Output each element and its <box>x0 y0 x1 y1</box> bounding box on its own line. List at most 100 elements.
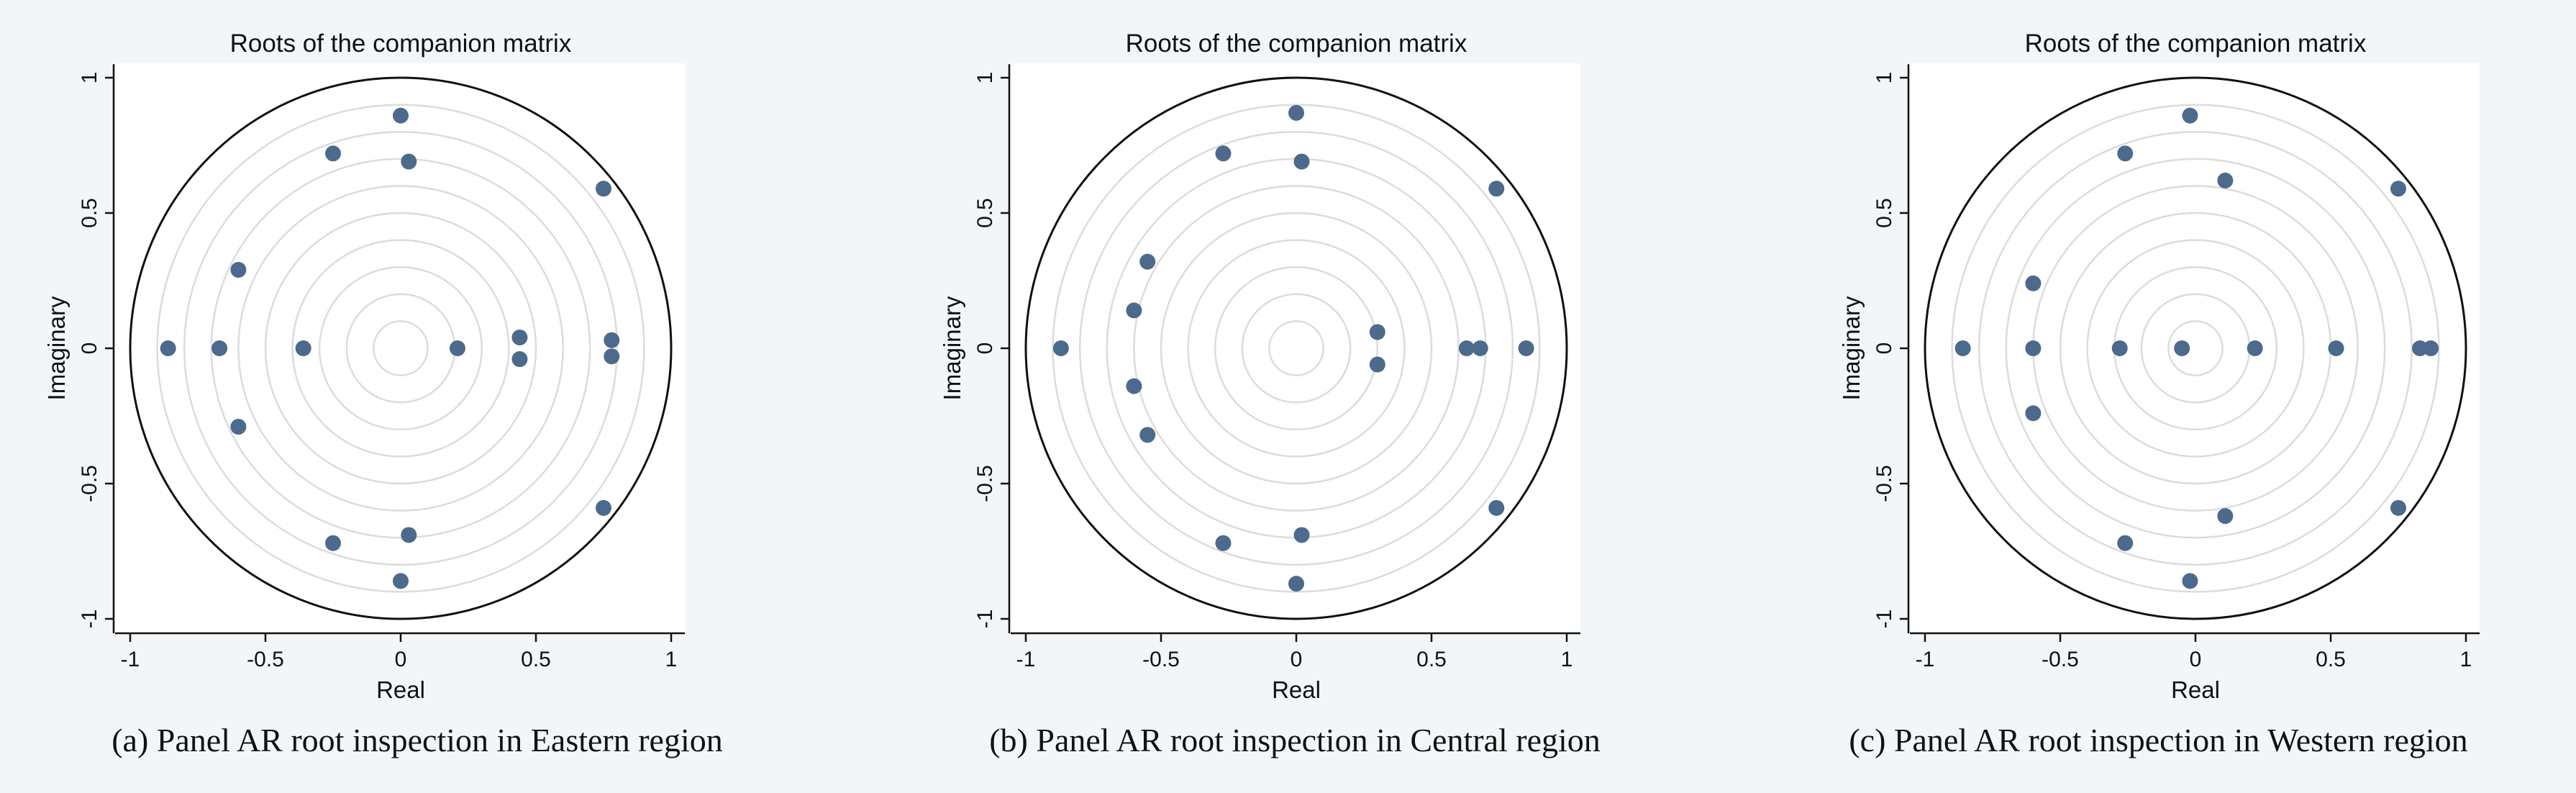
x-tick-label: 0 <box>2190 648 2202 671</box>
figure-caption: (a) Panel AR root inspection in Eastern … <box>111 722 723 758</box>
grid-circle <box>1052 104 1541 593</box>
root-point <box>2217 172 2234 189</box>
chart-eastern: -1 -0.5 0 0.5 1 -1 -0.5 0 0.5 1 Roots of the comp… <box>0 0 834 720</box>
grid-circle <box>210 158 591 539</box>
root-point <box>596 181 611 197</box>
grid-circle <box>1977 130 2413 566</box>
grid-circle <box>291 239 510 458</box>
root-point <box>1215 535 1232 551</box>
grid-circle <box>2167 320 2224 376</box>
unit-circle <box>1024 76 1568 620</box>
y-tick-label: 0.5 <box>973 198 997 228</box>
y-axis-label: Imaginary <box>939 296 965 400</box>
root-point <box>325 145 341 162</box>
root-point <box>325 535 341 551</box>
y-tick-label: -0.5 <box>1872 465 1896 502</box>
grid-circle <box>1214 266 1379 431</box>
root-point <box>2217 508 2234 525</box>
root-point <box>1472 340 1488 356</box>
root-point <box>449 340 465 356</box>
y-tick-label: 0.5 <box>78 198 101 228</box>
root-point <box>1288 576 1304 592</box>
y-axis-label: Imaginary <box>43 296 70 400</box>
root-point <box>2182 107 2198 124</box>
plot-region <box>1011 63 1580 633</box>
x-tick-label: -1 <box>121 648 140 671</box>
chart-title: Roots of the companion matrix <box>1126 30 1467 58</box>
grid-circle <box>373 320 429 376</box>
grid-circle <box>1133 185 1460 512</box>
grid-circle <box>1241 293 1352 404</box>
y-tick-label: -1 <box>1872 610 1896 629</box>
root-point <box>2025 405 2042 422</box>
root-point <box>1052 340 1069 356</box>
x-axis-label: Real <box>2171 676 2220 703</box>
y-tick-label: -1 <box>973 610 997 629</box>
root-point <box>2390 499 2406 516</box>
root-point <box>1126 378 1142 394</box>
y-tick-label: 1 <box>1872 72 1896 84</box>
y-tick-label: -0.5 <box>78 465 101 502</box>
y-tick-label: -1 <box>78 610 101 629</box>
grid-circle <box>1187 239 1406 458</box>
root-point <box>1126 302 1142 319</box>
x-tick-label: 1 <box>665 648 678 671</box>
x-tick-label: 0.5 <box>1416 648 1447 671</box>
x-tick-label: 0 <box>1291 648 1303 671</box>
root-point <box>604 348 620 365</box>
grid-circle <box>183 130 619 566</box>
root-point <box>2247 340 2263 356</box>
root-point <box>1518 340 1534 356</box>
y-tick-label: 0 <box>1872 343 1896 355</box>
root-point <box>2423 340 2439 356</box>
chart-central: -1 -0.5 0 0.5 1 -1 -0.5 0 0.5 1 Roots of the comp… <box>863 0 1726 720</box>
root-point <box>1288 104 1304 121</box>
grid-circle <box>2086 239 2305 458</box>
x-tick-label: 1 <box>1561 648 1573 671</box>
root-point <box>230 261 247 278</box>
x-tick-label: 0.5 <box>2316 648 2346 671</box>
y-tick-label: -0.5 <box>973 465 997 502</box>
unit-circle <box>1924 76 2467 620</box>
root-point <box>596 499 611 516</box>
root-point <box>2412 340 2429 356</box>
grid-circle <box>318 266 483 431</box>
root-point <box>1139 253 1156 270</box>
y-tick-label: 1 <box>78 72 101 84</box>
grid-circle <box>237 185 564 512</box>
y-axis-label: Imaginary <box>1838 296 1865 400</box>
root-point <box>2025 340 2042 356</box>
y-tick-label: 1 <box>973 72 997 84</box>
chart-title: Roots of the companion matrix <box>2025 30 2367 58</box>
grid-circle <box>2005 158 2386 539</box>
root-point <box>1458 340 1475 356</box>
grid-circle <box>1268 320 1324 376</box>
panel-central: -1 -0.5 0 0.5 1 -1 -0.5 0 0.5 1 Roots of the comp… <box>863 0 1726 793</box>
x-axis-label: Real <box>1272 676 1321 703</box>
root-point <box>2390 181 2406 197</box>
grid-circle <box>1160 212 1433 485</box>
root-point <box>2117 535 2134 551</box>
root-point <box>2182 573 2198 589</box>
root-point <box>2117 145 2134 162</box>
unit-circle <box>129 76 673 620</box>
plot-region <box>1910 63 2480 633</box>
x-tick-label: 0.5 <box>521 648 551 671</box>
root-point <box>401 153 417 170</box>
x-tick-label: -0.5 <box>1142 648 1180 671</box>
root-point <box>1369 356 1385 373</box>
chart-western: -1 -0.5 0 0.5 1 -1 -0.5 0 0.5 1 Roots of the comp… <box>1741 0 2576 720</box>
x-axis-label: Real <box>376 676 425 703</box>
root-point <box>604 332 620 348</box>
grid-circle <box>1078 130 1514 566</box>
chart-title: Roots of the companion matrix <box>230 30 572 58</box>
panel-western: -1 -0.5 0 0.5 1 -1 -0.5 0 0.5 1 Roots of the comp… <box>1741 0 2576 793</box>
x-tick-label: -1 <box>1016 648 1036 671</box>
root-point <box>2111 340 2128 356</box>
root-point <box>511 351 528 368</box>
root-point <box>211 340 228 356</box>
grid-circle <box>156 104 645 593</box>
root-point <box>393 573 409 589</box>
root-point <box>1293 527 1310 543</box>
root-point <box>2025 275 2042 291</box>
